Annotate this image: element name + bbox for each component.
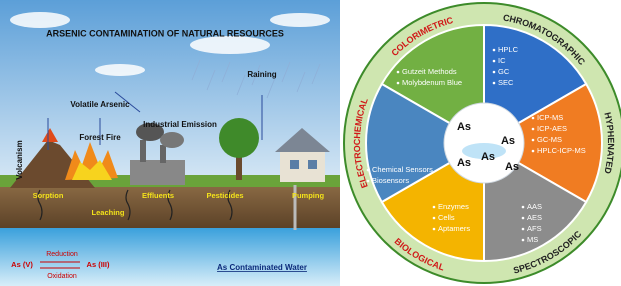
figure: ARSENIC CONTAMINATION OF NATURAL RESOURC…: [0, 0, 621, 286]
method-item: AES: [527, 213, 542, 222]
method-item: Aptamers: [438, 224, 470, 233]
label: Leaching: [92, 208, 125, 217]
bullet: [433, 206, 436, 209]
method-item: Molybdenum Blue: [402, 78, 462, 87]
method-item: HPLC: [498, 45, 519, 54]
label: Volatile Arsenic: [70, 100, 130, 109]
label: As Contaminated Water: [217, 263, 307, 272]
bullet: [493, 49, 496, 52]
label: Volcanism: [15, 140, 24, 179]
left-panel: ARSENIC CONTAMINATION OF NATURAL RESOURC…: [0, 0, 340, 286]
method-item: AAS: [527, 202, 542, 211]
bullet: [532, 150, 535, 153]
method-item: ICP-AES: [537, 124, 567, 133]
label: Industrial Emission: [143, 120, 217, 129]
label: Pesticides: [206, 191, 243, 200]
bullet: [532, 139, 535, 142]
bullet: [522, 217, 525, 220]
method-item: IC: [498, 56, 506, 65]
bullet: [493, 71, 496, 74]
bullet: [532, 128, 535, 131]
label: As (V): [11, 260, 33, 269]
method-item: Gutzeit Methods: [402, 67, 457, 76]
label: Oxidation: [47, 273, 77, 280]
method-item: GC: [498, 67, 510, 76]
bullet: [532, 117, 535, 120]
label: As (III): [87, 260, 110, 269]
center-label: As: [457, 121, 471, 133]
label: Raining: [247, 70, 276, 79]
method-item: SEC: [498, 78, 514, 87]
bullet: [433, 217, 436, 220]
label: Sorption: [33, 191, 64, 200]
bullet: [493, 60, 496, 63]
method-item: Cells: [438, 213, 455, 222]
label: Effluents: [142, 191, 174, 200]
center-label: As: [481, 151, 495, 163]
method-item: AFS: [527, 224, 542, 233]
label: Forest Fire: [79, 133, 121, 142]
bullet: [367, 180, 370, 183]
bullet: [522, 239, 525, 242]
method-item: Enzymes: [438, 202, 469, 211]
bullet: [522, 206, 525, 209]
bullet: [522, 228, 525, 231]
label: Reduction: [46, 251, 78, 258]
center-label: As: [457, 157, 471, 169]
method-item: GC-MS: [537, 135, 562, 144]
method-item: Biosensors: [372, 176, 409, 185]
method-item: HPLC-ICP-MS: [537, 146, 586, 155]
bullet: [433, 228, 436, 231]
method-item: Chemical Sensors: [372, 165, 433, 174]
method-item: ICP-MS: [537, 113, 563, 122]
bullet: [493, 82, 496, 85]
method-item: MS: [527, 235, 538, 244]
bullet: [367, 169, 370, 172]
bullet: [397, 82, 400, 85]
center-label: As: [501, 135, 515, 147]
bullet: [397, 71, 400, 74]
center-label: As: [505, 161, 519, 173]
title-line: ARSENIC CONTAMINATION OF NATURAL RESOURC…: [46, 28, 284, 38]
label: Pumping: [292, 191, 324, 200]
